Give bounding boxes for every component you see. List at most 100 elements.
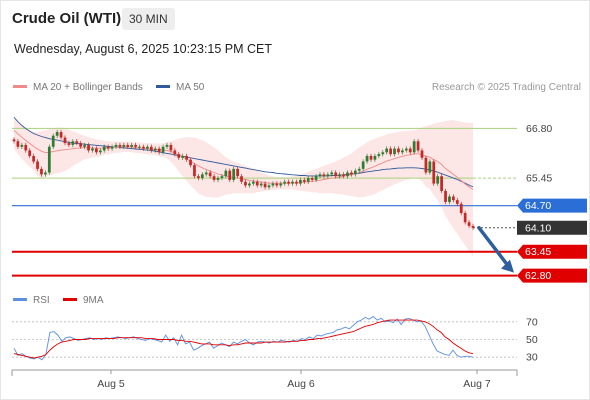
candle-body [130, 144, 134, 147]
candle-body [55, 132, 59, 136]
candle-body [271, 183, 275, 186]
rsi-ma-line [13, 319, 474, 359]
legend-ma20-label: MA 20 + Bollinger Bands [33, 82, 143, 93]
candle-body [302, 179, 306, 182]
candle-body [459, 203, 463, 214]
candle-body [283, 181, 287, 184]
level-label-5: 62.80 [525, 270, 551, 282]
level-label-0: 66.80 [526, 123, 552, 135]
candle-body [412, 141, 416, 153]
level-label-4: 63.45 [525, 246, 551, 258]
price-panel: 66.80 65.45 64.70 64.10 63.45 62.80 [12, 117, 587, 283]
legend-ma9-label: 9MA [83, 295, 104, 306]
candle-body [24, 144, 28, 151]
candle-body [236, 168, 239, 177]
candle-body [122, 144, 126, 147]
level-tag-4 [517, 244, 587, 259]
candle-body [228, 170, 232, 180]
candle-body [357, 168, 361, 171]
candle-body [287, 181, 290, 184]
rsi-tick-label: 30 [526, 352, 538, 364]
candle-body [114, 144, 118, 147]
candle-body [428, 161, 432, 173]
price-legend: MA 20 + Bollinger Bands MA 50 Research ©… [13, 82, 581, 93]
candle-body [251, 181, 255, 184]
level-label-3: 64.10 [525, 222, 551, 234]
candle-body [32, 155, 35, 162]
candle-body [342, 174, 345, 177]
candle-body [63, 137, 67, 144]
candle-body [157, 148, 161, 153]
candle-body [240, 176, 243, 182]
candle-body [314, 176, 318, 180]
candle-body [334, 172, 338, 177]
candle-body [102, 146, 106, 151]
candle-body [20, 144, 24, 147]
candle-body [169, 144, 173, 151]
candle-body [216, 178, 220, 180]
legend-rsi-swatch [13, 298, 27, 301]
candle-body [71, 141, 75, 145]
bollinger-band-area [14, 119, 473, 257]
candle-body [79, 143, 83, 147]
candle-body [397, 148, 400, 153]
candle-body [220, 176, 224, 179]
candle-body [385, 148, 389, 153]
candle-body [40, 168, 43, 175]
candle-body [83, 144, 86, 147]
candle-body [448, 196, 451, 202]
ma50-line [13, 117, 474, 188]
candle-body [146, 146, 149, 149]
x-tick-label: Aug 5 [97, 378, 125, 390]
candle-body [87, 144, 90, 151]
candle-body [259, 183, 263, 186]
candle-body [212, 176, 216, 180]
candle-body [59, 132, 63, 138]
candle-body [98, 150, 102, 153]
candle-body [463, 213, 467, 223]
candle-body [455, 200, 459, 204]
candle-body [16, 141, 20, 147]
candle-body [255, 181, 259, 186]
rsi-tick-label: 70 [526, 316, 538, 328]
candle-body [197, 176, 200, 179]
candle-body [306, 178, 310, 182]
level-tag-5 [517, 268, 587, 283]
candle-body [200, 174, 204, 179]
candle-body [353, 170, 357, 175]
candle-body [134, 144, 137, 147]
candle-body [118, 144, 122, 147]
rsi-panel: RSI 9MA 70 50 30 [12, 295, 538, 364]
x-axis: Aug 5 Aug 6 Aug 7 [11, 369, 518, 390]
level-tag-2 [517, 198, 587, 213]
candle-body [389, 148, 392, 155]
candle-body [432, 161, 436, 184]
level-label-2: 64.70 [525, 200, 551, 212]
candle-body [318, 174, 322, 177]
candle-body [181, 155, 185, 158]
candle-body [291, 181, 294, 184]
candle-body [279, 183, 283, 186]
candle-body [36, 161, 39, 169]
candle-body [408, 148, 412, 153]
candle-body [142, 146, 145, 149]
candle-body [12, 139, 16, 142]
candle-body [185, 155, 188, 160]
candle-body [381, 152, 385, 155]
candle-body [232, 168, 236, 180]
candle-body [95, 148, 98, 153]
timeframe-badge[interactable]: 30 MIN [122, 8, 175, 30]
candle-body [149, 146, 153, 151]
candle-body [420, 150, 424, 158]
candle-body [393, 148, 396, 155]
candle-body [91, 148, 94, 151]
candle-body [467, 222, 471, 226]
candle-body [295, 181, 298, 184]
datetime-label: Wednesday, August 6, 2025 10:23:15 PM CE… [14, 42, 273, 56]
candle-body [153, 148, 157, 151]
candle-body [193, 165, 196, 177]
candle-body [244, 181, 247, 186]
candle-body [28, 150, 32, 156]
candle-body [248, 183, 251, 186]
candle-body [444, 190, 447, 202]
